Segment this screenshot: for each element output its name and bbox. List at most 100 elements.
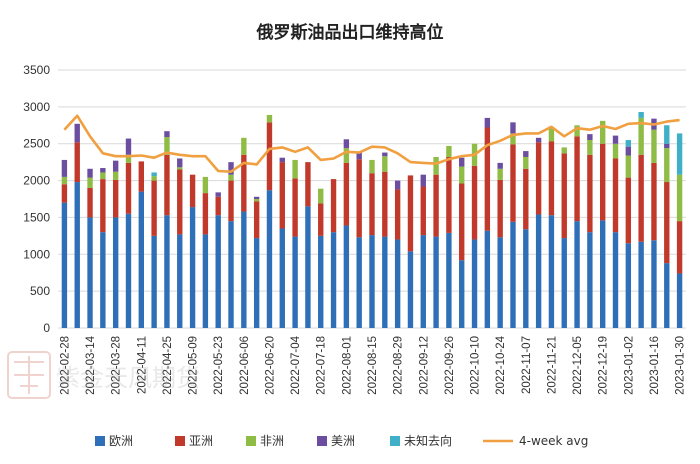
bar-segment — [625, 140, 632, 147]
bar-segment — [202, 176, 209, 194]
bar-segment — [253, 196, 260, 199]
bar-segment — [87, 217, 93, 328]
bar-segment — [369, 159, 375, 174]
bar-segment — [651, 162, 657, 241]
bar-segment — [523, 156, 529, 169]
bar-segment — [587, 232, 593, 328]
bar-segment — [279, 157, 285, 163]
bar-segment — [510, 122, 516, 134]
bar-segment — [138, 191, 144, 328]
bar-segment — [228, 221, 234, 328]
bar-segment — [343, 148, 350, 163]
bar-segment — [266, 190, 273, 328]
bar-segment — [574, 221, 580, 328]
bar-segment — [587, 140, 593, 155]
bar-segment — [241, 137, 247, 155]
bar-segment — [356, 237, 362, 328]
bar-segment — [625, 243, 632, 328]
bar-segment — [74, 123, 80, 143]
bar-segment — [612, 158, 619, 233]
bar-segment — [497, 237, 503, 328]
legend-label: 亚洲 — [189, 434, 213, 448]
x-tick-label: 2022-08-15 — [367, 336, 379, 395]
bar-segment — [382, 152, 388, 157]
bar-segment — [612, 143, 619, 159]
bar-segment — [638, 117, 644, 155]
y-tick-label: 2000 — [23, 174, 50, 188]
bar-segment — [292, 236, 298, 328]
bar-segment — [497, 168, 503, 180]
bar-segment — [548, 215, 555, 328]
bar-segment — [664, 143, 670, 149]
x-tick-label: 2022-06-20 — [264, 336, 276, 395]
bar-segment — [535, 137, 542, 143]
bar-segment — [343, 225, 350, 328]
bar-segment — [433, 156, 439, 175]
x-tick-label: 2022-04-11 — [136, 336, 148, 394]
bar-segment — [228, 162, 234, 175]
x-tick-label: 2022-12-19 — [598, 336, 610, 395]
bar-segment — [382, 236, 388, 328]
bar-segment — [625, 177, 632, 244]
x-tick-label: 2022-11-21 — [546, 336, 558, 394]
legend-label: 非洲 — [260, 434, 284, 448]
x-tick-label: 2022-03-28 — [111, 336, 123, 395]
bar-segment — [523, 151, 529, 157]
bar-segment — [484, 117, 491, 128]
x-tick-label: 2022-02-28 — [59, 336, 71, 395]
x-tick-label: 2022-03-14 — [85, 335, 97, 394]
bar-segment — [535, 214, 542, 328]
bar-segment — [394, 239, 401, 328]
bar-segment — [253, 199, 260, 202]
bar-segment — [61, 184, 68, 203]
bar-segment — [664, 148, 670, 183]
bar-segment — [189, 174, 196, 208]
y-tick-label: 0 — [43, 321, 50, 335]
bar-segment — [112, 171, 119, 180]
chart-title: 俄罗斯油品出口维持高位 — [256, 22, 444, 43]
bar-segment — [625, 146, 632, 156]
average-line-group — [63, 114, 680, 173]
bar-segment — [177, 169, 183, 235]
bar-segment — [318, 188, 324, 204]
bar-segment — [394, 189, 401, 240]
bar-segment — [305, 206, 311, 328]
bar-segment — [151, 172, 157, 177]
bar-segment — [664, 182, 670, 264]
bar-segment — [548, 126, 555, 142]
bar-segment — [330, 179, 337, 233]
watermark: 紫金天风期货 — [7, 351, 200, 399]
x-tick-label: 2022-10-10 — [470, 336, 482, 395]
bar-segment — [587, 134, 593, 141]
legend-swatch — [390, 436, 400, 446]
x-tick-label: 2022-09-12 — [418, 336, 430, 395]
bar-segment — [266, 114, 273, 123]
bar-segment — [523, 168, 529, 230]
bar-segment — [638, 241, 644, 328]
bar-segment — [202, 193, 209, 235]
y-axis-ticks: 0 500 1000 1500 2000 2500 3000 3500 — [23, 63, 50, 335]
bar-segment — [189, 207, 196, 328]
bar-segment — [510, 221, 516, 328]
bar-segment — [459, 157, 465, 167]
bar-segment — [343, 139, 350, 149]
bar-segment — [151, 180, 157, 236]
bar-segment — [651, 129, 657, 163]
bar-segment — [241, 211, 247, 328]
bar-segment — [587, 154, 593, 233]
bar-segment — [651, 240, 657, 328]
bar-segment — [112, 217, 119, 328]
x-tick-label: 2022-05-09 — [188, 336, 200, 395]
bar-segment — [343, 162, 350, 226]
watermark-text: 紫金天风期货 — [56, 364, 200, 392]
bar-segment — [125, 162, 132, 214]
bar-segment — [215, 192, 221, 197]
legend: 欧洲 亚洲 非洲 美洲 未知去向 4-week avg — [95, 433, 588, 448]
y-tick-label: 1000 — [23, 247, 50, 261]
bar-segment — [561, 147, 567, 154]
bar-segment — [356, 151, 362, 160]
bar-segment — [369, 235, 375, 328]
bar-segment — [318, 203, 324, 236]
bar-segment — [74, 182, 80, 328]
y-tick-label: 500 — [30, 284, 50, 298]
